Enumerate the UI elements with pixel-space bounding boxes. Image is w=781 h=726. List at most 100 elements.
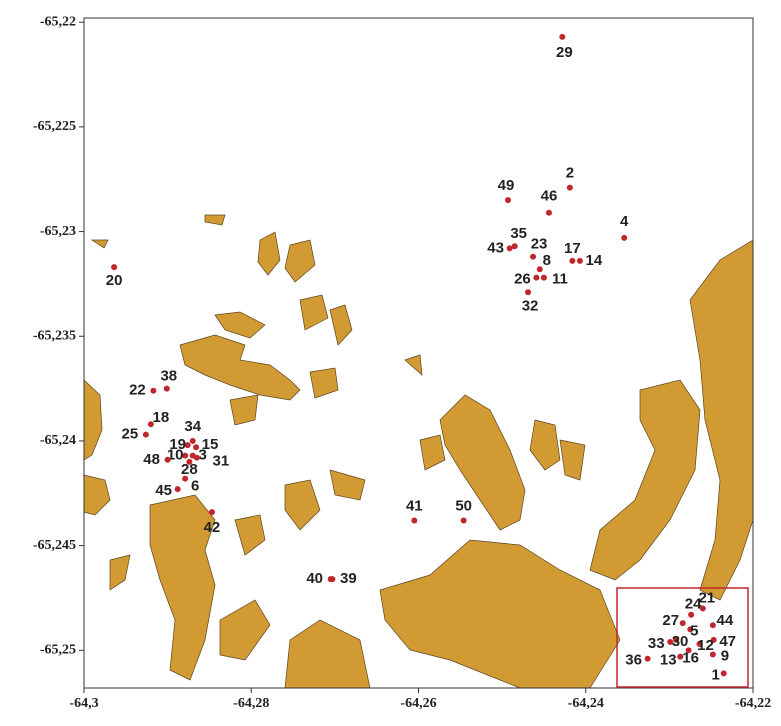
station-point	[710, 636, 717, 643]
station-point	[667, 638, 674, 645]
station-label: 3	[199, 447, 207, 464]
station-point	[685, 647, 692, 654]
station-point	[208, 509, 215, 516]
station-point	[559, 33, 566, 40]
station-point	[530, 253, 537, 260]
station-label: 44	[717, 612, 734, 629]
x-tick-label: -64,26	[400, 696, 436, 711]
station-point	[506, 245, 513, 252]
land	[84, 214, 753, 688]
station-label: 33	[648, 635, 665, 652]
station-label: 26	[514, 271, 531, 288]
station-label: 42	[204, 519, 221, 536]
station-point	[533, 274, 540, 281]
station-point	[182, 452, 189, 459]
station-point	[163, 385, 170, 392]
y-tick-label: -65,235	[33, 328, 76, 343]
station-point	[189, 437, 196, 444]
station-point	[621, 234, 628, 241]
station-point	[142, 431, 149, 438]
station-point	[673, 636, 680, 643]
station-point	[644, 655, 651, 662]
station-label: 17	[564, 240, 581, 257]
station-point	[511, 243, 518, 250]
station-label: 36	[625, 652, 642, 669]
highlight-box	[616, 587, 749, 688]
station-point	[536, 266, 543, 273]
station-label: 38	[160, 368, 177, 385]
station-label: 25	[122, 426, 139, 443]
station-label: 11	[552, 271, 568, 288]
station-label: 6	[191, 478, 199, 495]
station-label: 29	[556, 44, 573, 61]
y-tick-label: -65,25	[40, 643, 76, 658]
station-point	[677, 653, 684, 660]
station-point	[709, 651, 716, 658]
station-point	[720, 670, 727, 677]
y-tick-label: -65,24	[40, 433, 76, 448]
x-tick-label: -64,22	[735, 696, 771, 711]
x-tick-label: -64,28	[233, 696, 269, 711]
station-point	[186, 458, 193, 465]
station-point	[147, 421, 154, 428]
station-label: 31	[213, 453, 230, 470]
station-point	[193, 454, 200, 461]
station-point	[566, 184, 573, 191]
station-label: 30	[672, 633, 689, 650]
y-tick-label: -65,225	[33, 119, 76, 134]
station-point	[182, 475, 189, 482]
station-label: 49	[498, 177, 515, 194]
station-label: 39	[340, 570, 357, 587]
station-point	[687, 626, 694, 633]
y-tick-label: -65,23	[40, 224, 76, 239]
station-label: 22	[129, 382, 146, 399]
station-point	[164, 456, 171, 463]
station-label: 43	[487, 239, 504, 256]
y-tick-label: -65,22	[40, 14, 76, 29]
station-point	[688, 611, 695, 618]
station-label: 10	[167, 447, 184, 464]
station-point	[193, 444, 200, 451]
station-label: 13	[660, 652, 677, 669]
station-point	[174, 486, 181, 493]
station-point	[540, 274, 547, 281]
station-label: 12	[697, 637, 714, 654]
station-label: 50	[455, 497, 472, 514]
station-label: 19	[169, 436, 186, 453]
station-label: 45	[155, 482, 172, 499]
station-label: 41	[406, 497, 423, 514]
station-point	[709, 622, 716, 629]
station-point	[569, 257, 576, 264]
station-label: 1	[712, 666, 720, 683]
station-label: 28	[181, 461, 198, 478]
station-label: 23	[531, 236, 548, 253]
station-point	[329, 576, 336, 583]
station-point	[411, 517, 418, 524]
x-tick-label: -64,3	[69, 696, 98, 711]
station-label: 18	[153, 409, 170, 426]
station-label: 4	[620, 213, 629, 230]
station-label: 16	[682, 649, 699, 666]
station-label: 14	[586, 252, 603, 269]
station-point	[699, 605, 706, 612]
station-label: 15	[202, 436, 219, 453]
station-label: 9	[721, 647, 729, 664]
station-label: 20	[106, 272, 123, 289]
station-label: 48	[143, 451, 160, 468]
station-label: 5	[690, 622, 698, 639]
station-label: 34	[184, 418, 201, 435]
station-point	[525, 289, 532, 296]
station-label: 21	[698, 589, 715, 606]
station-label: 8	[543, 252, 551, 269]
station-label: 27	[662, 612, 679, 629]
station-label: 24	[685, 596, 702, 613]
station-point	[679, 620, 686, 627]
station-label: 47	[719, 633, 736, 650]
y-tick-label: -65,245	[33, 538, 76, 553]
x-tick-label: -64,24	[568, 696, 604, 711]
station-point	[150, 387, 157, 394]
station-point	[111, 264, 118, 271]
station-point	[696, 641, 703, 648]
station-point	[545, 209, 552, 216]
